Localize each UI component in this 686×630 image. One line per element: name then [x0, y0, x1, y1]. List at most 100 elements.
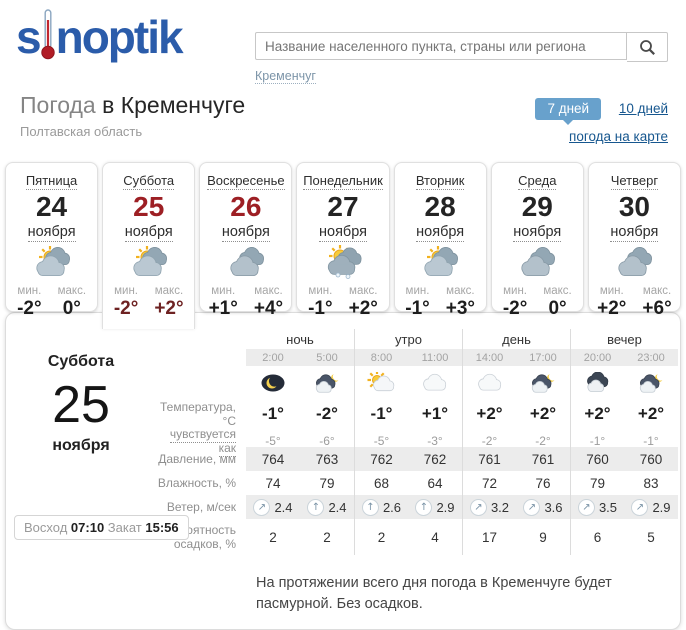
pressure-value: 762 [408, 447, 462, 471]
humidity-value: 72 [462, 471, 516, 495]
card-date: 29 [521, 191, 553, 222]
max-temp: +6° [642, 298, 672, 319]
sun-clouds-icon [395, 245, 486, 283]
pressure-value: 763 [300, 447, 354, 471]
feels_like-row-label: чувствуется как [169, 427, 236, 458]
feels_like-value: -2° [462, 427, 516, 456]
title-row: Погода в Кременчуге Полтавская область 7… [20, 92, 686, 150]
selected-day-date: 25 [52, 376, 110, 434]
day-card-3[interactable]: Воскресенье 26 ноября мин. +1° макс. +4° [199, 162, 293, 319]
magnifier-icon [639, 39, 655, 55]
card-day-name: Среда [518, 173, 557, 190]
wind-value: ↗ 2.9 [624, 495, 678, 519]
logo-text-pre: s [16, 11, 42, 63]
day-card-2[interactable]: Суббота 25 ноября мин. -2° макс. +2° [102, 162, 196, 329]
feels_like-value: -5° [354, 427, 408, 456]
pressure-value: 761 [516, 447, 570, 471]
time-label: 2:00 [246, 349, 300, 366]
sun-clouds-snow-icon [297, 245, 388, 283]
temperature-value: -2° [316, 404, 338, 424]
feels_like-value: -2° [535, 434, 551, 449]
feels_like-value: -1° [643, 434, 659, 449]
card-date: 25 [133, 191, 165, 222]
humidity-value: 79 [319, 475, 335, 491]
day-card-1[interactable]: Пятница 24 ноября мин. -2° макс. 0° [5, 162, 99, 319]
temperature-value: +2° [462, 400, 516, 429]
sun-clouds-icon [103, 245, 194, 283]
card-month: ноября [27, 224, 76, 242]
min-label: мин. [599, 285, 624, 297]
current-city-link[interactable]: Кременчуг [255, 69, 316, 84]
wind-value: ↗ 3.2 [462, 495, 516, 519]
card-day-name: Суббота [123, 173, 175, 190]
pressure-value: 760 [624, 447, 678, 471]
feels_like-value: -5° [265, 434, 281, 449]
card-date: 24 [35, 191, 68, 222]
title-city: в Кременчуге [102, 92, 246, 118]
wind-direction-ne-icon: ↗ [577, 498, 595, 516]
temperature-row-label: Температура, °C [159, 400, 236, 429]
view-controls: 7 дней 10 дней погода на карте [535, 98, 668, 144]
period-label: вечер [570, 329, 678, 349]
humidity-value: 83 [643, 475, 659, 491]
humidity-value: 74 [265, 475, 281, 491]
wind-direction-n-icon: ↑ [361, 498, 379, 516]
pressure-value: 761 [462, 447, 516, 471]
min-temp: -2° [502, 298, 528, 319]
temperature-value: -1° [354, 400, 408, 429]
weather-map-link[interactable]: погода на карте [569, 129, 668, 144]
wind-direction-ne-icon: ↗ [523, 498, 541, 516]
card-month: ноября [319, 224, 367, 242]
day-card-4[interactable]: Понедельник 27 ноября мин. -1° макс. +2° [296, 162, 390, 319]
card-day-name: Понедельник [303, 173, 383, 190]
max-temp: 0° [548, 298, 567, 319]
precip_prob-value: 2 [269, 529, 277, 545]
min-temp: -1° [405, 298, 430, 319]
seven-days-button[interactable]: 7 дней [535, 98, 602, 125]
temperature-value: -1° [262, 404, 284, 424]
precip_prob-value: 4 [431, 529, 439, 545]
time-label: 17:00 [516, 349, 570, 366]
max-temp: 0° [62, 298, 81, 319]
wind-direction-ne-icon: ↗ [469, 498, 487, 516]
search-input[interactable] [255, 32, 627, 60]
card-month: ноября [610, 224, 659, 242]
precip_prob-value: 9 [539, 529, 547, 545]
day-card-6[interactable]: Среда 29 ноября мин. -2° макс. 0° [490, 162, 584, 319]
precip_prob-value: 6 [570, 519, 624, 555]
moon-icon [246, 366, 300, 400]
max-label: макс. [543, 285, 572, 297]
cloud-light-icon [462, 366, 516, 400]
period-label: день [462, 329, 570, 349]
wind-value: ↗ 2.4 [246, 495, 300, 519]
sun-clouds-icon [6, 245, 97, 283]
selected-day-block: Суббота 25 ноября Восход 07:10 Закат 15:… [6, 329, 189, 629]
min-temp: -2° [113, 298, 139, 319]
wind-value: ↑ 2.6 [354, 495, 408, 519]
max-label: макс. [349, 285, 378, 297]
time-label: 5:00 [300, 349, 354, 366]
wind-value: ↑ 2.9 [408, 495, 462, 519]
max-label: макс. [642, 285, 672, 297]
selected-day-month: ноября [52, 437, 110, 454]
wind-value: ↗ 3.6 [516, 495, 570, 519]
min-label: мин. [503, 285, 527, 297]
humidity-row-label: Влажность, % [157, 475, 236, 490]
pressure-row-label: Давление, мм [158, 451, 236, 466]
wind-direction-n-icon: ↑ [415, 498, 433, 516]
precip_prob-value: 5 [647, 529, 655, 545]
sinoptik-logo[interactable]: s noptik [16, 8, 184, 64]
min-temp: -1° [308, 298, 333, 319]
day-card-7[interactable]: Четверг 30 ноября мин. +2° макс. +6° [587, 162, 681, 319]
time-label: 8:00 [354, 349, 408, 366]
search-button[interactable] [627, 32, 668, 62]
feels_like-value: -3° [427, 434, 443, 449]
sun-cloud-icon [354, 366, 408, 400]
ten-days-link[interactable]: 10 дней [618, 101, 668, 116]
day-card-5[interactable]: Вторник 28 ноября мин. -1° макс. +3° [393, 162, 487, 319]
day-detail-panel: Суббота 25 ноября Восход 07:10 Закат 15:… [5, 312, 681, 630]
wind-value: ↗ 3.5 [570, 495, 624, 519]
cloud-dark-icon [570, 366, 624, 400]
max-temp: +3° [445, 298, 476, 319]
